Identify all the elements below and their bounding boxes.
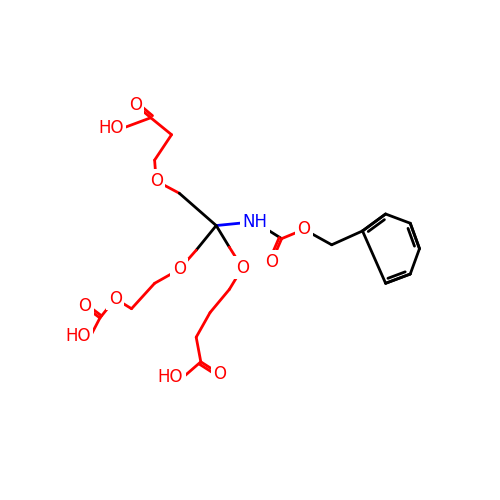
- Text: NH: NH: [242, 212, 267, 230]
- Text: HO: HO: [158, 368, 183, 386]
- Text: O: O: [298, 220, 310, 238]
- Text: O: O: [236, 259, 249, 277]
- Text: HO: HO: [65, 326, 90, 344]
- Text: O: O: [129, 96, 142, 114]
- Text: O: O: [78, 298, 91, 316]
- Text: HO: HO: [98, 119, 124, 137]
- Text: O: O: [214, 365, 226, 383]
- Text: O: O: [173, 260, 186, 278]
- Text: O: O: [150, 172, 162, 190]
- Text: O: O: [109, 290, 122, 308]
- Text: O: O: [265, 252, 278, 270]
